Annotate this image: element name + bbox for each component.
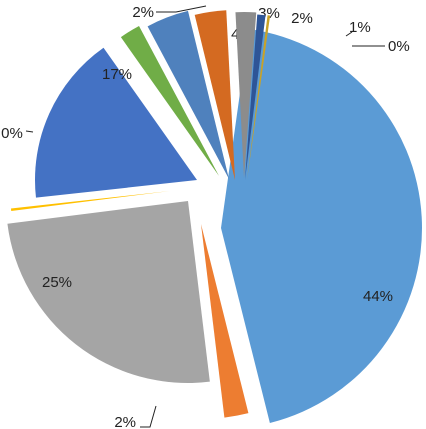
pie-slice-8	[194, 10, 235, 180]
pie-slice-10	[245, 14, 266, 181]
slice-label-3: 25%	[42, 274, 72, 291]
slice-label-4: 0%	[1, 125, 23, 142]
slice-label-11: 0%	[388, 38, 410, 55]
pie-slice-2	[201, 224, 249, 418]
leader-line-10	[345, 31, 353, 37]
pie-slice-5	[35, 47, 197, 198]
slice-label-5: 17%	[102, 66, 132, 83]
slice-label-6: 2%	[132, 4, 154, 21]
slice-label-9: 2%	[291, 10, 313, 27]
pie-slice-11	[247, 15, 271, 180]
slice-label-2: 2%	[114, 414, 136, 429]
pie-slice-4	[10, 191, 170, 211]
leader-line-2	[140, 405, 157, 428]
slice-label-10: 1%	[349, 19, 371, 36]
leader-line-4	[25, 130, 34, 133]
pie-slice-6	[120, 26, 219, 176]
leader-line-6	[156, 5, 207, 13]
pie-slice-7	[147, 10, 229, 180]
slice-label-1: 44%	[363, 288, 393, 305]
pie-slice-3	[7, 201, 210, 383]
pie-slice-1	[221, 28, 422, 423]
pie-slice-9	[235, 11, 257, 178]
